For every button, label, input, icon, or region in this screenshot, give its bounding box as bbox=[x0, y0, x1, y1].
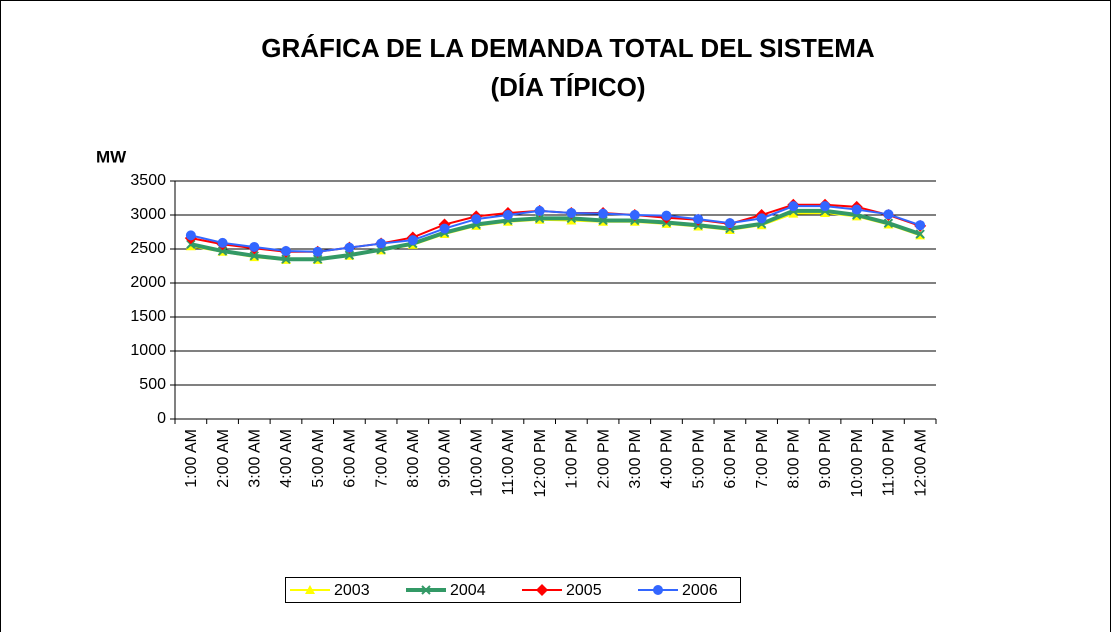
marker bbox=[756, 213, 767, 224]
marker bbox=[788, 201, 799, 212]
x-tick-label: 3:00 PM bbox=[627, 429, 644, 489]
x-tick-label: 7:00 PM bbox=[754, 429, 771, 489]
x-tick-label: 6:00 PM bbox=[722, 429, 739, 489]
marker bbox=[883, 209, 894, 220]
y-tick-label: 2000 bbox=[130, 274, 166, 291]
x-tick-label: 1:00 PM bbox=[564, 429, 581, 489]
series-line bbox=[190, 208, 921, 262]
marker bbox=[421, 585, 431, 595]
x-tick-label: 1:00 AM bbox=[183, 429, 200, 488]
x-tick-label: 3:00 AM bbox=[246, 429, 263, 488]
marker bbox=[629, 210, 640, 220]
x-tick-label: 11:00 AM bbox=[500, 429, 517, 495]
marker bbox=[653, 585, 663, 595]
marker bbox=[915, 220, 926, 231]
marker bbox=[344, 250, 355, 260]
marker bbox=[280, 246, 291, 257]
x-tick-label: 10:00 PM bbox=[849, 429, 866, 497]
marker bbox=[534, 213, 545, 224]
x-tick-label: 9:00 PM bbox=[817, 429, 834, 489]
x-tick-label: 5:00 AM bbox=[310, 429, 327, 488]
marker bbox=[407, 235, 418, 246]
x-tick-label: 4:00 AM bbox=[278, 429, 295, 488]
marker bbox=[186, 239, 196, 249]
marker bbox=[312, 254, 323, 264]
marker bbox=[217, 246, 228, 256]
series bbox=[185, 201, 926, 257]
y-tick-label: 2500 bbox=[130, 240, 166, 257]
marker bbox=[534, 205, 545, 216]
marker bbox=[249, 251, 259, 261]
y-tick-label: 3500 bbox=[130, 172, 166, 189]
x-tick-label: 9:00 AM bbox=[437, 429, 454, 488]
x-tick-label: 5:00 PM bbox=[690, 429, 707, 489]
x-tick-label: 8:00 PM bbox=[786, 429, 803, 489]
chart-title: GRÁFICA DE LA DEMANDA TOTAL DEL SISTEMA bbox=[261, 33, 875, 63]
y-axis-title: MW bbox=[96, 147, 127, 166]
marker bbox=[305, 585, 315, 594]
marker bbox=[312, 246, 323, 257]
x-tick-label: 6:00 AM bbox=[342, 429, 359, 488]
x-tick-label: 12:00 PM bbox=[532, 429, 549, 497]
marker bbox=[185, 230, 196, 241]
marker bbox=[661, 210, 672, 221]
marker bbox=[471, 214, 482, 225]
marker bbox=[344, 242, 355, 253]
marker bbox=[915, 229, 925, 239]
marker bbox=[502, 210, 513, 220]
chart-title: (DÍA TÍPICO) bbox=[490, 72, 645, 102]
legend-label: 2004 bbox=[450, 582, 486, 599]
marker bbox=[693, 214, 704, 225]
x-tick-label: 4:00 PM bbox=[659, 429, 676, 489]
marker bbox=[536, 584, 548, 596]
y-tick-label: 1500 bbox=[130, 308, 166, 325]
marker bbox=[883, 218, 894, 228]
legend-label: 2003 bbox=[334, 582, 370, 599]
x-tick-label: 8:00 AM bbox=[405, 429, 422, 488]
y-tick-label: 0 bbox=[157, 410, 166, 427]
series-line bbox=[190, 205, 921, 253]
marker bbox=[249, 241, 260, 252]
marker bbox=[281, 254, 291, 264]
x-tick-label: 12:00 AM bbox=[912, 429, 929, 497]
marker bbox=[217, 237, 228, 248]
marker bbox=[724, 218, 735, 229]
x-tick-label: 11:00 PM bbox=[881, 429, 898, 496]
x-tick-label: 10:00 AM bbox=[468, 429, 485, 497]
y-tick-label: 1000 bbox=[130, 342, 166, 359]
x-tick-label: 7:00 AM bbox=[373, 429, 390, 488]
marker bbox=[851, 204, 862, 215]
marker bbox=[788, 208, 799, 218]
marker bbox=[598, 208, 609, 219]
y-tick-label: 500 bbox=[139, 376, 166, 393]
x-tick-label: 2:00 PM bbox=[595, 429, 612, 489]
marker bbox=[566, 207, 577, 218]
legend-label: 2005 bbox=[566, 582, 602, 599]
marker bbox=[439, 223, 450, 234]
marker bbox=[376, 238, 387, 249]
x-tick-label: 2:00 AM bbox=[215, 429, 232, 488]
legend-label: 2006 bbox=[682, 582, 718, 599]
marker bbox=[820, 201, 831, 212]
y-tick-label: 3000 bbox=[130, 206, 166, 223]
